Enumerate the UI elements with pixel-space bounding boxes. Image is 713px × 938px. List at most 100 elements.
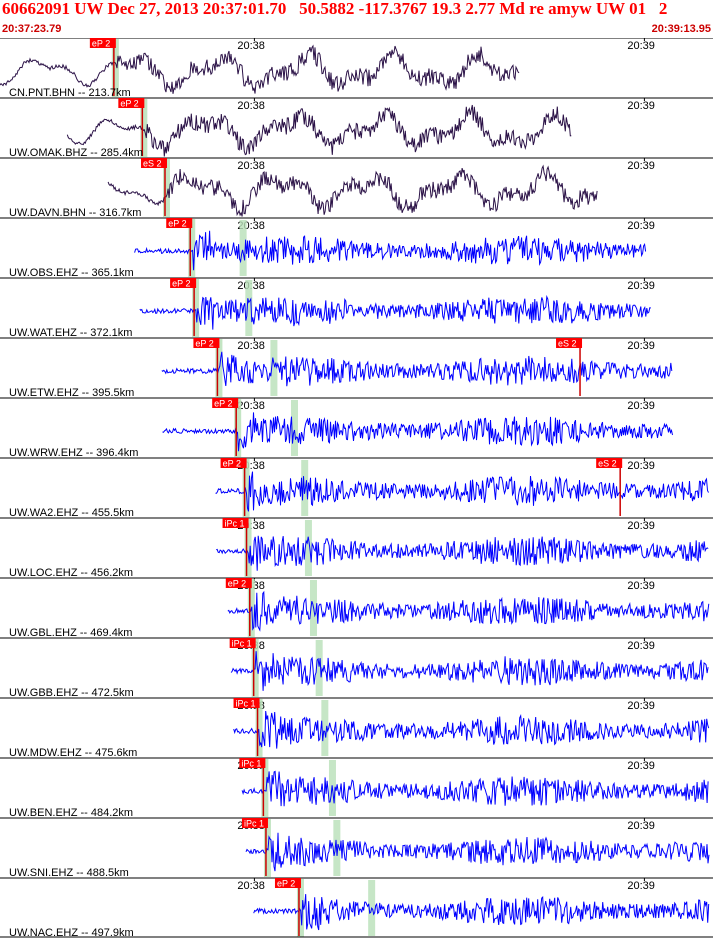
pick-flag [222, 518, 249, 528]
pick-flag [118, 98, 145, 108]
pick-label: eS 2 [143, 159, 162, 169]
waveform-obs [134, 230, 647, 271]
window-marker [111, 39, 119, 97]
waveform-loc [216, 535, 709, 571]
pick-label: eP 2 [92, 39, 110, 49]
header: 60662091 UW Dec 27, 2013 20:37:01.70 50.… [0, 0, 713, 38]
station-label: CN.PNT.BHN -- 213.7km [9, 87, 131, 99]
pick-label: iPc 1 [236, 699, 256, 709]
minute-label: 20:38 [237, 100, 265, 112]
minute-label: 20:39 [627, 880, 655, 892]
pick-label: iPc 1 [225, 519, 245, 529]
pick-flag [140, 158, 167, 168]
pick-flag [239, 758, 266, 768]
pick-label: iPc 1 [232, 639, 252, 649]
window-marker [234, 399, 242, 457]
pick-flag [89, 38, 116, 48]
time-start: 20:37:23.79 [2, 23, 62, 35]
minute-label: 20:39 [627, 460, 655, 472]
station-label: UW.BEN.EHZ -- 484.2km [9, 807, 133, 819]
station-label: UW.MDW.EHZ -- 475.6km [9, 747, 137, 759]
window-marker [321, 700, 329, 756]
minute-label: 20:38 [237, 340, 265, 352]
minute-label: 20:39 [627, 340, 655, 352]
minute-label: 20:38 [237, 160, 265, 172]
minute-label: 20:39 [627, 760, 655, 772]
pick-flag [166, 218, 193, 228]
trace-row-wrw: 20:38 20:39 eP 2 UW.WRW.EHZ -- 396.4km [0, 397, 713, 459]
station-label: UW.WA2.EHZ -- 455.5km [9, 507, 134, 519]
waveform-sni [245, 832, 710, 872]
window-marker [245, 280, 253, 336]
window-marker [263, 819, 271, 877]
pick-label: eP 2 [120, 99, 138, 109]
minute-label: 20:39 [627, 580, 655, 592]
window-marker [140, 99, 148, 157]
pick-label: eP 2 [172, 279, 190, 289]
minute-label: 20:39 [627, 820, 655, 832]
station-label: UW.DAVN.BHN -- 316.7km [9, 207, 141, 219]
window-marker [304, 520, 312, 576]
waveform-pnt [0, 44, 520, 94]
station-label: UW.SNI.EHZ -- 488.5km [9, 867, 129, 879]
minute-label: 20:39 [627, 160, 655, 172]
minute-label: 20:39 [627, 280, 655, 292]
pick-flag [220, 458, 247, 468]
window-marker [242, 459, 250, 517]
minute-label: 20:39 [627, 40, 655, 52]
pick-label: iPc 1 [241, 759, 261, 769]
pick-flag [241, 818, 268, 828]
station-label: UW.GBB.EHZ -- 472.5km [9, 687, 134, 699]
window-marker [192, 279, 200, 337]
window-marker [162, 159, 170, 217]
pick-flag [556, 338, 583, 348]
waveform-ben [241, 770, 709, 807]
minute-label: 20:38 [237, 880, 265, 892]
station-label: UW.NAC.EHZ -- 497.9km [9, 927, 134, 938]
pick-flag [225, 578, 252, 588]
station-label: UW.LOC.EHZ -- 456.2km [9, 567, 133, 579]
trace-row-omak: 20:38 20:39 eP 2 UW.OMAK.BHZ -- 285.4km [0, 97, 713, 159]
waveform-wa2 [215, 471, 709, 512]
window-marker [315, 640, 323, 696]
waveform-gbl [227, 590, 710, 632]
minute-label: 20:39 [627, 400, 655, 412]
minute-label: 20:38 [237, 400, 265, 412]
event-title: 60662091 UW Dec 27, 2013 20:37:01.70 50.… [2, 0, 668, 18]
pick-label: eS 2 [558, 339, 577, 349]
waveform-wrw [162, 412, 673, 452]
pick-label: eP 2 [168, 219, 186, 229]
station-label: UW.OBS.EHZ -- 365.1km [9, 267, 134, 279]
pick-label: eP 2 [195, 339, 213, 349]
waveform-etw [161, 351, 673, 387]
waveform-mdw [233, 710, 710, 749]
window-marker [290, 400, 298, 456]
window-marker [239, 220, 247, 276]
station-label: UW.ETW.EHZ -- 395.5km [9, 387, 134, 399]
trace-row-nac: 20:38 20:39 eP 2 UW.NAC.EHZ -- 497.9km [0, 877, 713, 938]
waveform-davn [107, 164, 598, 217]
minute-label: 20:39 [627, 220, 655, 232]
pick-flag [170, 278, 197, 288]
minute-label: 20:39 [627, 100, 655, 112]
window-marker [301, 460, 309, 516]
window-marker [244, 519, 252, 577]
minute-label: 20:39 [627, 700, 655, 712]
pick-flag [233, 698, 260, 708]
trace-row-etw: 20:38 20:39 eP 2 eS 2 UW.ETW.EHZ -- 395.5km [0, 337, 713, 399]
window-marker [255, 699, 263, 757]
waveform-nac [253, 894, 710, 931]
waveform-wat [139, 294, 651, 330]
pick-label: eS 2 [598, 459, 617, 469]
pick-flag [212, 398, 239, 408]
minute-label: 20:38 [237, 40, 265, 52]
minute-label: 20:39 [627, 520, 655, 532]
trace-row-pnt: 20:38 20:39 eP 2 CN.PNT.BHN -- 213.7km [0, 38, 713, 99]
station-label: UW.OMAK.BHZ -- 285.4km [9, 147, 143, 159]
window-marker [188, 219, 196, 277]
pick-label: eP 2 [277, 879, 295, 889]
